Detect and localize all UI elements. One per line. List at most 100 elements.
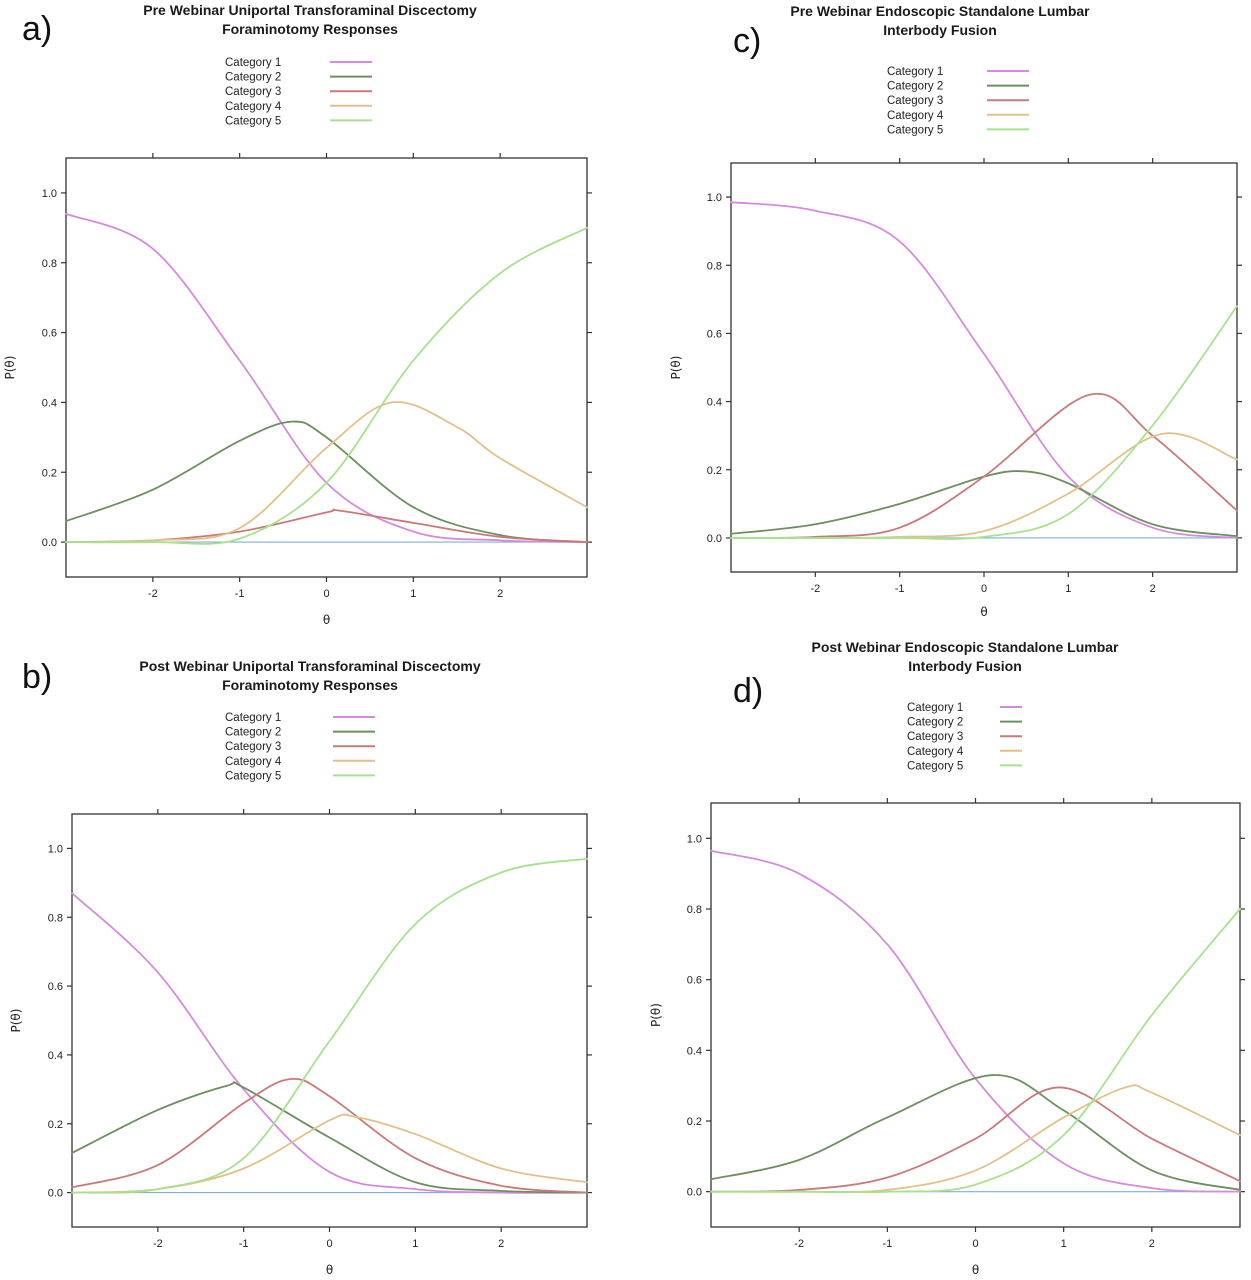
legend-label-1: Category 1 xyxy=(225,57,281,69)
series-line-category-5 xyxy=(65,226,588,545)
chart-title-line-2: Interbody Fusion xyxy=(883,22,997,38)
plot-frame xyxy=(71,813,588,1228)
panel-letter-c: c) xyxy=(733,22,762,60)
x-tick-label: 1 xyxy=(412,1238,418,1250)
series-line-category-4 xyxy=(65,401,588,543)
y-tick-label: 0.0 xyxy=(48,1188,63,1200)
series-line-category-5 xyxy=(730,305,1238,540)
x-axis-label: θ xyxy=(980,605,987,619)
chart-title-line-1: Pre Webinar Endoscopic Standalone Lumbar xyxy=(790,3,1090,19)
x-tick-label: 2 xyxy=(498,1238,504,1250)
panel-letter-d: d) xyxy=(733,672,764,710)
x-tick-label: -2 xyxy=(153,1238,163,1250)
x-tick-label: -1 xyxy=(882,1238,892,1250)
series-line-category-3 xyxy=(710,1086,1241,1193)
y-tick-label: 0.0 xyxy=(707,533,722,545)
series-line-category-2 xyxy=(71,1081,588,1194)
y-tick-label: 0.8 xyxy=(42,258,57,270)
x-tick-label: 2 xyxy=(497,588,503,600)
x-tick-label: 0 xyxy=(326,1238,332,1250)
chart-panel-b: Post Webinar Uniportal Transforaminal Di… xyxy=(9,658,592,1277)
series-line-category-2 xyxy=(710,1074,1241,1191)
y-tick-label: 0.6 xyxy=(687,975,702,987)
x-tick-label: 1 xyxy=(410,588,416,600)
x-tick-label: 1 xyxy=(1061,1238,1067,1250)
y-axis-label: P(θ) xyxy=(649,1003,663,1027)
x-tick-label: -2 xyxy=(810,583,820,595)
legend-label-3: Category 3 xyxy=(225,741,281,753)
series-line-category-1 xyxy=(710,849,1241,1193)
legend-label-3: Category 3 xyxy=(225,86,281,98)
x-axis-label: θ xyxy=(323,613,330,627)
legend-label-4: Category 4 xyxy=(907,746,964,758)
legend-label-5: Category 5 xyxy=(887,124,943,136)
legend-label-2: Category 2 xyxy=(907,717,963,729)
y-tick-label: 1.0 xyxy=(707,192,722,204)
chart-title-line-2: Interbody Fusion xyxy=(908,658,1022,674)
chart-title-line-2: Foraminotomy Responses xyxy=(222,677,398,693)
series-line-category-1 xyxy=(71,892,588,1194)
y-tick-label: 0.4 xyxy=(707,397,722,409)
legend-label-5: Category 5 xyxy=(225,115,281,127)
legend-label-3: Category 3 xyxy=(907,731,963,743)
y-tick-label: 0.6 xyxy=(48,981,63,993)
series-line-category-3 xyxy=(65,508,588,543)
series-line-category-5 xyxy=(71,857,588,1194)
chart-panel-c: Pre Webinar Endoscopic Standalone Lumbar… xyxy=(669,3,1242,619)
series-line-category-1 xyxy=(65,212,588,543)
series-line-category-4 xyxy=(71,1113,588,1194)
x-axis-label: θ xyxy=(972,1263,979,1277)
legend-label-4: Category 4 xyxy=(225,101,282,113)
x-tick-label: -1 xyxy=(895,583,905,595)
y-axis-label: P(θ) xyxy=(669,356,683,380)
legend-label-3: Category 3 xyxy=(887,95,943,107)
y-axis-label: P(θ) xyxy=(3,356,17,380)
legend-label-5: Category 5 xyxy=(907,760,963,772)
legend-label-1: Category 1 xyxy=(887,66,943,78)
y-tick-label: 0.8 xyxy=(687,904,702,916)
x-tick-label: 0 xyxy=(323,588,329,600)
y-tick-label: 0.0 xyxy=(687,1187,702,1199)
y-tick-label: 0.0 xyxy=(42,537,57,549)
chart-title-line-1: Post Webinar Uniportal Transforaminal Di… xyxy=(139,658,480,674)
x-tick-label: -2 xyxy=(794,1238,804,1250)
y-tick-label: 0.2 xyxy=(707,465,722,477)
panel-letter-a: a) xyxy=(22,10,53,48)
x-tick-label: 0 xyxy=(981,583,987,595)
legend-label-1: Category 1 xyxy=(907,702,963,714)
plot-frame xyxy=(730,162,1238,573)
x-tick-label: 2 xyxy=(1150,583,1156,595)
panel-letter-b: b) xyxy=(22,658,53,696)
series-line-category-3 xyxy=(71,1077,588,1194)
x-axis-label: θ xyxy=(326,1263,333,1277)
chart-panel-a: Pre Webinar Uniportal Transforaminal Dis… xyxy=(3,2,592,627)
legend-label-2: Category 2 xyxy=(887,81,943,93)
chart-title-line-2: Foraminotomy Responses xyxy=(222,21,398,37)
y-axis-label: P(θ) xyxy=(9,1009,23,1033)
y-tick-label: 1.0 xyxy=(42,188,57,200)
legend-label-2: Category 2 xyxy=(225,727,281,739)
chart-title-line-1: Pre Webinar Uniportal Transforaminal Dis… xyxy=(143,2,477,18)
series-line-category-5 xyxy=(710,908,1241,1194)
y-tick-label: 0.8 xyxy=(48,912,63,924)
y-tick-label: 0.2 xyxy=(687,1116,702,1128)
y-tick-label: 0.4 xyxy=(687,1045,702,1057)
x-tick-label: 1 xyxy=(1065,583,1071,595)
x-tick-label: -1 xyxy=(235,588,245,600)
legend-label-5: Category 5 xyxy=(225,770,281,782)
series-line-category-1 xyxy=(730,201,1238,539)
x-tick-label: 0 xyxy=(972,1238,978,1250)
series-line-category-2 xyxy=(65,420,588,543)
series-line-category-2 xyxy=(730,470,1238,538)
x-tick-label: -1 xyxy=(239,1238,249,1250)
legend-label-4: Category 4 xyxy=(225,756,282,768)
y-tick-label: 1.0 xyxy=(48,843,63,855)
x-tick-label: 2 xyxy=(1149,1238,1155,1250)
legend-label-4: Category 4 xyxy=(887,110,944,122)
chart-title-line-1: Post Webinar Endoscopic Standalone Lumba… xyxy=(811,639,1119,655)
plot-frame xyxy=(65,157,588,578)
y-tick-label: 0.6 xyxy=(42,328,57,340)
legend-label-2: Category 2 xyxy=(225,72,281,84)
x-tick-label: -2 xyxy=(148,588,158,600)
